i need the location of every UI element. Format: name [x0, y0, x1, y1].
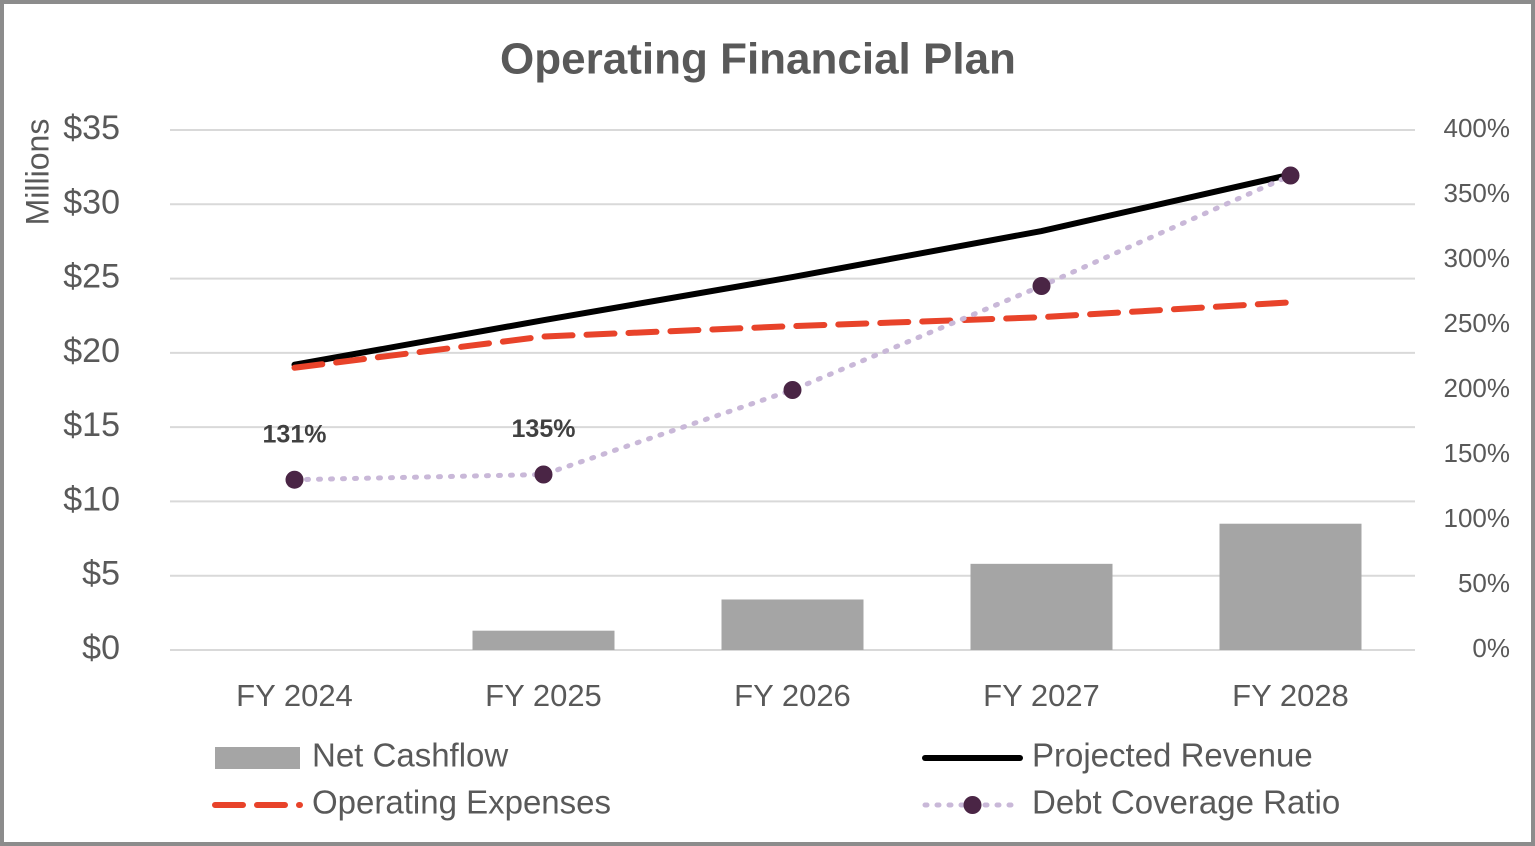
y2-tick-label: 350% — [1444, 178, 1511, 208]
data-label: 131% — [263, 420, 327, 448]
series-line — [291, 299, 1294, 371]
legend-label: Projected Revenue — [1032, 737, 1313, 774]
x-tick-label: FY 2024 — [236, 678, 353, 713]
marker — [1281, 166, 1300, 185]
marker — [783, 381, 802, 399]
marker — [1032, 277, 1051, 295]
x-tick-label: FY 2025 — [485, 678, 602, 713]
series-line — [292, 173, 1293, 483]
y-tick-label: $30 — [63, 183, 120, 221]
y-tick-label: $20 — [63, 332, 120, 370]
legend-marker — [963, 796, 982, 814]
y2-tick-label: 150% — [1444, 438, 1511, 468]
marker — [534, 465, 553, 484]
bar — [472, 630, 615, 650]
bar — [721, 599, 864, 650]
y-axis-label: Millions — [19, 119, 55, 226]
y-tick-label: $5 — [82, 555, 120, 593]
legend-label: Operating Expenses — [312, 784, 611, 821]
legend-swatch — [215, 747, 300, 769]
x-tick-label: FY 2028 — [1232, 678, 1349, 713]
y2-tick-label: 400% — [1444, 113, 1511, 143]
y-tick-label: $35 — [63, 109, 120, 147]
legend-label: Net Cashflow — [312, 737, 508, 774]
bar — [1219, 523, 1362, 650]
y2-tick-label: 50% — [1458, 568, 1510, 598]
chart-title: Operating Financial Plan — [500, 35, 1016, 84]
x-tick-label: FY 2027 — [983, 678, 1100, 713]
data-label: 135% — [512, 415, 576, 443]
y2-tick-label: 300% — [1444, 243, 1511, 273]
legend-label: Debt Coverage Ratio — [1032, 784, 1340, 821]
marker — [285, 470, 304, 489]
bar — [970, 563, 1113, 650]
y-tick-label: $10 — [63, 480, 120, 518]
series-line — [291, 171, 1294, 368]
y-tick-label: $0 — [82, 629, 120, 667]
y2-tick-label: 200% — [1444, 373, 1511, 403]
x-tick-label: FY 2026 — [734, 678, 851, 713]
y2-tick-label: 250% — [1444, 308, 1511, 338]
y-tick-label: $15 — [63, 406, 120, 444]
y2-tick-label: 100% — [1444, 503, 1511, 533]
y-tick-label: $25 — [63, 258, 120, 296]
y2-tick-label: 0% — [1472, 633, 1510, 663]
